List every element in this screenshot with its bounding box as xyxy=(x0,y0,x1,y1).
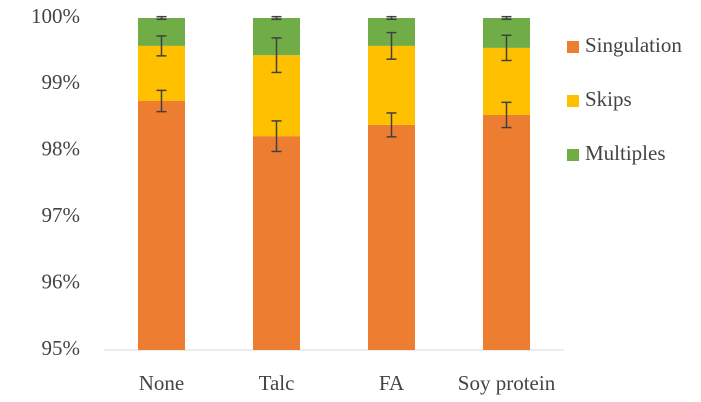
bar-segment xyxy=(253,136,300,350)
error-bar xyxy=(271,15,282,21)
error-bar xyxy=(386,112,397,138)
error-bar xyxy=(156,89,167,113)
legend-label: Skips xyxy=(585,87,632,111)
y-tick-label: 99% xyxy=(42,70,81,94)
error-bar xyxy=(156,35,167,57)
error-bar xyxy=(501,34,512,62)
legend-swatch xyxy=(567,95,579,107)
legend-swatch xyxy=(567,41,579,53)
error-bar xyxy=(501,15,512,21)
legend-label: Singulation xyxy=(585,33,682,57)
bar-segment xyxy=(483,114,530,350)
y-tick-label: 98% xyxy=(42,137,81,161)
bar-segment xyxy=(368,124,415,351)
legend-label: Multiples xyxy=(585,141,666,165)
bar-segment xyxy=(138,101,185,350)
error-bar xyxy=(501,101,512,129)
x-tick-label: FA xyxy=(379,371,405,395)
x-tick-label: Talc xyxy=(259,371,295,395)
error-bar xyxy=(386,31,397,60)
x-tick-label: Soy protein xyxy=(458,371,556,395)
error-bar xyxy=(271,120,282,153)
error-bar xyxy=(156,15,167,21)
x-tick-label: None xyxy=(139,371,185,395)
y-tick-label: 95% xyxy=(42,336,81,360)
error-bar xyxy=(386,15,397,21)
y-tick-label: 97% xyxy=(42,203,81,227)
y-tick-label: 96% xyxy=(42,269,81,293)
legend-swatch xyxy=(567,149,579,161)
y-tick-label: 100% xyxy=(31,4,80,28)
error-bar xyxy=(271,37,282,74)
